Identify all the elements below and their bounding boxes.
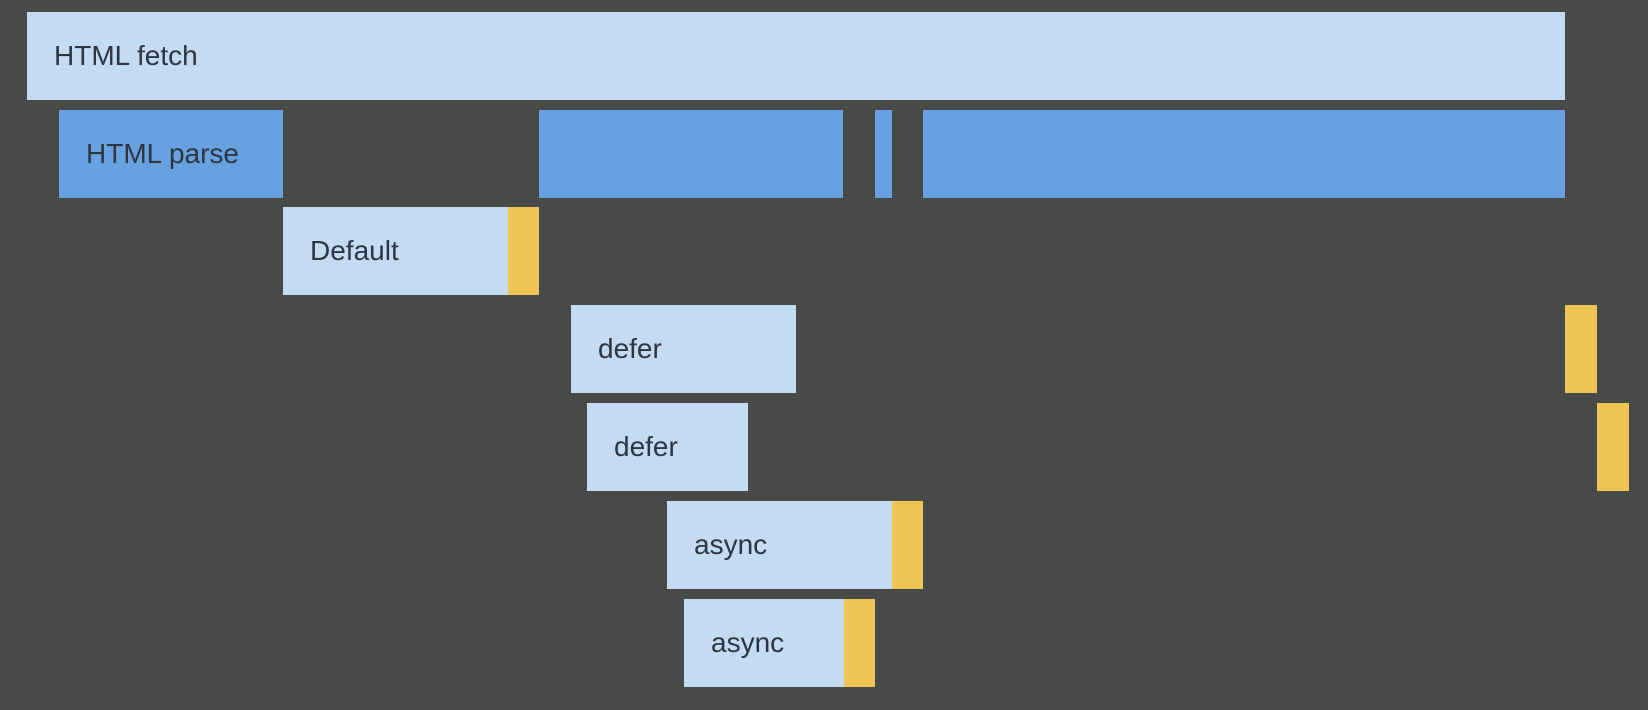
html-parse-segment [923, 110, 1565, 198]
defer-script-1-label: defer [598, 333, 662, 364]
html-fetch-label: HTML fetch [54, 40, 198, 71]
async-script-2-execute-bar [844, 599, 875, 687]
async-script-2-label: async [711, 627, 785, 658]
default-script-execute-bar [508, 207, 539, 295]
async-script-1-label: async [694, 529, 768, 560]
default-script-label: Default [310, 235, 399, 266]
default-script-fetch-bar: Default [283, 207, 508, 295]
html-parse-bar: HTML parse [59, 110, 283, 198]
html-fetch-bar: HTML fetch [27, 12, 1565, 100]
async-script-2-fetch-bar: async [684, 599, 844, 687]
async-script-1-execute-bar [892, 501, 923, 589]
defer-script-1-execute-bar [1565, 305, 1597, 393]
defer-script-2-fetch-bar: defer [587, 403, 748, 491]
html-parse-segment [539, 110, 843, 198]
html-parse-label: HTML parse [86, 138, 240, 169]
defer-script-2-label: defer [614, 431, 678, 462]
html-parse-segment [875, 110, 892, 198]
async-script-1-fetch-bar: async [667, 501, 892, 589]
defer-script-2-execute-bar [1597, 403, 1629, 491]
defer-script-1-fetch-bar: defer [571, 305, 796, 393]
